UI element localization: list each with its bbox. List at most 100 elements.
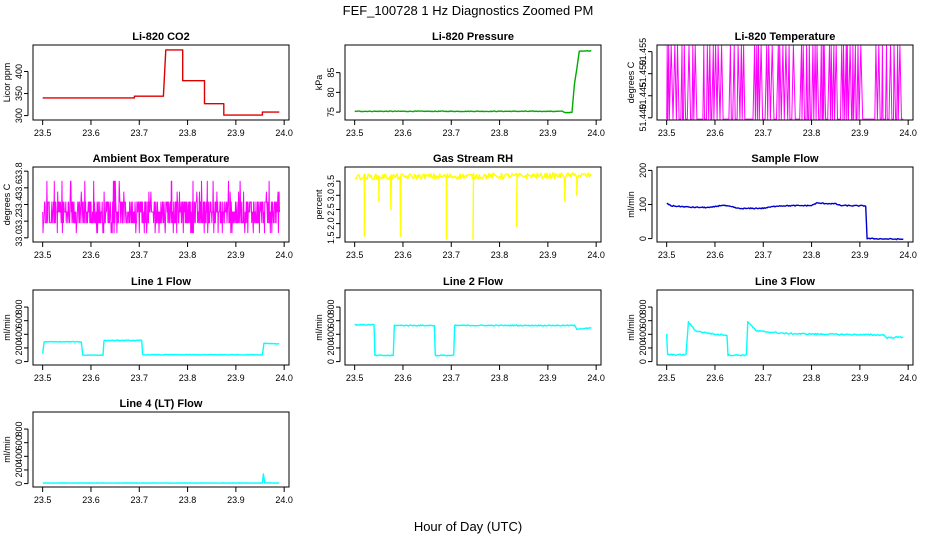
x-tick-label: 23.5 (34, 250, 52, 260)
y-tick-label: 400 (14, 64, 24, 79)
x-tick-label: 23.7 (754, 250, 772, 260)
x-tick-label: 23.5 (346, 128, 364, 138)
x-tick-label: 23.9 (851, 128, 869, 138)
panel-5: Sample Flow ml/min 23.5 23.6 23.7 23.8 23.9 24.… (626, 153, 917, 260)
x-tick-label: 23.8 (803, 373, 821, 383)
panel-7: Line 2 Flow ml/min 23.5 23.6 23.7 23.8 23.9 24.… (314, 276, 605, 383)
y-tick-label: 33.0 (14, 229, 24, 247)
x-tick-label: 23.8 (179, 128, 197, 138)
panel-title: Line 1 Flow (131, 276, 191, 288)
x-tick-label: 23.6 (82, 373, 100, 383)
y-tick-label: 100 (638, 197, 648, 212)
x-tick-label: 23.6 (82, 495, 100, 505)
x-tick-label: 23.5 (658, 250, 676, 260)
x-tick-label: 23.5 (34, 373, 52, 383)
x-tick-label: 23.7 (442, 128, 460, 138)
y-tick-label: 600 (638, 313, 648, 328)
x-tick-label: 24.0 (587, 373, 605, 383)
y-tick-label: 800 (326, 300, 336, 315)
x-tick-label: 23.6 (706, 250, 724, 260)
y-tick-label: 0 (638, 359, 648, 364)
x-tick-label: 23.8 (179, 495, 197, 505)
data-series (354, 50, 592, 114)
data-series (666, 45, 904, 120)
x-tick-label: 23.5 (658, 128, 676, 138)
data-series (42, 339, 280, 357)
y-tick-label: 0 (326, 359, 336, 364)
y-tick-label: 800 (638, 300, 648, 315)
panel-1: Li-820 Pressure kPa 23.5 23.6 23.7 23.8 23.9 24… (314, 31, 605, 138)
y-tick-label: 0 (14, 359, 24, 364)
panel-8: Line 3 Flow ml/min 23.5 23.6 23.7 23.8 23.9 24.… (626, 276, 917, 383)
y-tick-label: 800 (14, 300, 24, 315)
panel-title: Li-820 Temperature (735, 31, 836, 43)
x-tick-label: 23.7 (130, 250, 148, 260)
x-tick-label: 23.6 (706, 128, 724, 138)
data-series (354, 172, 592, 240)
figure-title: FEF_100728 1 Hz Diagnostics Zoomed PM (343, 3, 594, 18)
y-tick-label: 0 (14, 481, 24, 486)
x-tick-label: 24.0 (275, 373, 293, 383)
y-tick-label: 2.0 (326, 217, 336, 230)
y-tick-label: 600 (326, 313, 336, 328)
y-tick-label: 400 (14, 327, 24, 342)
x-tick-label: 23.9 (227, 373, 245, 383)
x-tick-label: 23.7 (130, 495, 148, 505)
x-tick-label: 23.5 (34, 128, 52, 138)
x-tick-label: 24.0 (899, 373, 917, 383)
y-axis-label: ml/min (314, 314, 324, 341)
plot-frame (32, 166, 290, 243)
y-tick-label: 400 (326, 327, 336, 342)
y-tick-label: 200 (638, 340, 648, 355)
x-tick-label: 23.7 (442, 373, 460, 383)
x-tick-label: 23.8 (803, 128, 821, 138)
y-axis-label: ml/min (2, 436, 12, 463)
data-series (354, 323, 592, 357)
panel-title: Sample Flow (751, 153, 819, 165)
plot-frame (32, 411, 290, 488)
y-axis-label: Licor ppm (2, 63, 12, 103)
y-tick-label: 51.445 (638, 82, 648, 110)
y-axis-label: degrees C (2, 183, 12, 225)
x-tick-label: 24.0 (275, 250, 293, 260)
x-tick-label: 24.0 (275, 495, 293, 505)
y-tick-label: 33.8 (14, 162, 24, 180)
x-tick-label: 23.9 (227, 495, 245, 505)
data-series (666, 202, 904, 241)
y-tick-label: 3.0 (326, 189, 336, 202)
x-tick-label: 24.0 (899, 128, 917, 138)
y-tick-label: 600 (14, 313, 24, 328)
panel-title: Line 3 Flow (755, 276, 815, 288)
x-tick-label: 23.9 (227, 250, 245, 260)
plot-frame (344, 289, 602, 366)
panel-9: Line 4 (LT) Flow ml/min 23.5 23.6 23.7 23.8 23… (2, 398, 293, 505)
x-tick-label: 23.8 (491, 250, 509, 260)
plot-frame (344, 44, 602, 121)
x-tick-label: 23.5 (346, 250, 364, 260)
plot-frame (32, 44, 290, 121)
panel-title: Line 2 Flow (443, 276, 503, 288)
x-tick-label: 23.7 (754, 373, 772, 383)
y-tick-label: 33.2 (14, 212, 24, 230)
x-tick-label: 23.9 (539, 250, 557, 260)
x-tick-label: 23.6 (394, 250, 412, 260)
x-tick-label: 23.6 (394, 373, 412, 383)
y-tick-label: 600 (14, 435, 24, 450)
data-series (42, 49, 280, 116)
y-tick-label: 800 (14, 422, 24, 437)
x-tick-label: 23.8 (491, 128, 509, 138)
y-tick-label: 200 (326, 340, 336, 355)
x-tick-label: 23.9 (539, 373, 557, 383)
panel-3: Ambient Box Temperature degrees C 23.5 23.6… (2, 153, 293, 260)
panel-title: Gas Stream RH (433, 153, 513, 165)
x-tick-label: 23.5 (658, 373, 676, 383)
y-tick-label: 1.5 (326, 231, 336, 244)
panels-group: Li-820 CO2 Licor ppm 23.5 23.6 23.7 23.8 23.9 2… (2, 31, 917, 505)
plot-frame (656, 166, 914, 243)
x-tick-label: 23.7 (754, 128, 772, 138)
y-axis-label: ml/min (2, 314, 12, 341)
x-tick-label: 23.7 (442, 250, 460, 260)
x-tick-label: 24.0 (899, 250, 917, 260)
panel-4: Gas Stream RH percent 23.5 23.6 23.7 23.8 23.9… (314, 153, 605, 260)
